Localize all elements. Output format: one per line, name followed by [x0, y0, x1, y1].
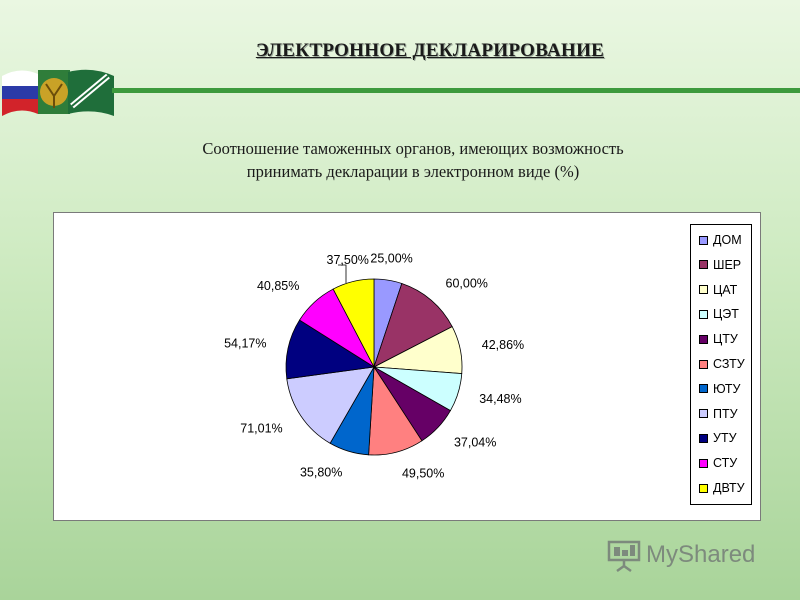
slice-label-2: 60,00%	[446, 276, 488, 290]
legend-label: ШЕР	[713, 257, 742, 272]
legend-item: ДОМ	[699, 233, 742, 247]
slice-label-6: 49,50%	[402, 466, 444, 480]
legend-swatch	[699, 309, 708, 319]
header-divider	[112, 88, 800, 93]
slice-label-3: 42,86%	[482, 338, 524, 352]
legend-swatch	[699, 260, 708, 270]
legend-swatch	[699, 285, 708, 295]
brand-watermark: MyShared	[606, 537, 755, 573]
legend-label: УТУ	[713, 431, 737, 446]
legend-label: ДОМ	[713, 233, 742, 247]
brand-text: MyShared	[646, 541, 756, 568]
chart-area: 25,00% 60,00% 42,86% 34,48% 37,04% 49,50% 35,8…	[53, 212, 761, 521]
legend-swatch	[699, 409, 708, 419]
legend-swatch	[699, 384, 708, 394]
legend-label: СТУ	[713, 456, 738, 471]
legend-label: ЦЭТ	[713, 307, 739, 322]
legend-item: ЦЭТ	[699, 307, 739, 321]
legend-swatch	[699, 359, 708, 369]
pie-slice-8	[286, 366, 375, 444]
legend-label: ЦАТ	[713, 282, 738, 297]
legend-swatch	[699, 483, 708, 493]
legend-label: СЗТУ	[713, 357, 745, 371]
slice-label-9: 54,17%	[224, 337, 266, 351]
chart-legend: ДОМ ШЕР ЦАТ ЦЭТ ЦТУ СЗТУ ЮТУ ПТУ УТУ СТУ ДВТУ	[690, 224, 752, 505]
slice-label-5: 37,04%	[454, 436, 496, 450]
page-title: ЭЛЕКТРОННОЕ ДЕКЛАРИРОВАНИЕ	[255, 40, 605, 61]
legend-item: СЗТУ	[699, 357, 745, 371]
legend-swatch	[699, 334, 708, 344]
customs-emblem-icon	[0, 66, 116, 122]
legend-item: ЦАТ	[699, 283, 737, 297]
legend-item: ЦТУ	[699, 332, 738, 346]
legend-label: ЮТУ	[713, 381, 741, 396]
legend-label: ЦТУ	[713, 332, 738, 347]
legend-swatch	[699, 458, 708, 468]
pie-slice-2	[373, 283, 453, 368]
pie-chart: 25,00% 60,00% 42,86% 34,48% 37,04% 49,50% 35,8…	[224, 251, 524, 480]
russian-flag	[2, 70, 38, 117]
chart-subtitle: Соотношение таможенных органов, имеющих …	[0, 137, 800, 183]
slice-label-7: 35,80%	[300, 465, 342, 479]
legend-item: ДВТУ	[699, 481, 745, 495]
legend-item: УТУ	[699, 431, 737, 445]
subtitle-line-1: Соотношение таможенных органов, имеющих …	[202, 139, 624, 158]
legend-item: ПТУ	[699, 407, 738, 421]
presentation-board-icon	[607, 540, 641, 573]
legend-label: ДВТУ	[713, 481, 745, 495]
pie-slice-11	[332, 278, 375, 368]
leader-line	[338, 264, 347, 283]
legend-swatch	[699, 235, 708, 245]
slice-label-1: 25,00%	[370, 251, 412, 265]
legend-swatch	[699, 433, 708, 443]
subtitle-line-2: принимать декларации в электронном виде …	[246, 162, 580, 181]
slice-label-11: 37,50%	[327, 253, 369, 267]
legend-item: ЮТУ	[699, 382, 741, 396]
legend-item: ШЕР	[699, 258, 741, 272]
legend-item: СТУ	[699, 456, 737, 470]
slice-label-10: 40,85%	[257, 279, 299, 293]
slice-label-8: 71,01%	[240, 421, 282, 435]
legend-label: ПТУ	[713, 406, 738, 421]
slice-label-4: 34,48%	[479, 392, 521, 406]
